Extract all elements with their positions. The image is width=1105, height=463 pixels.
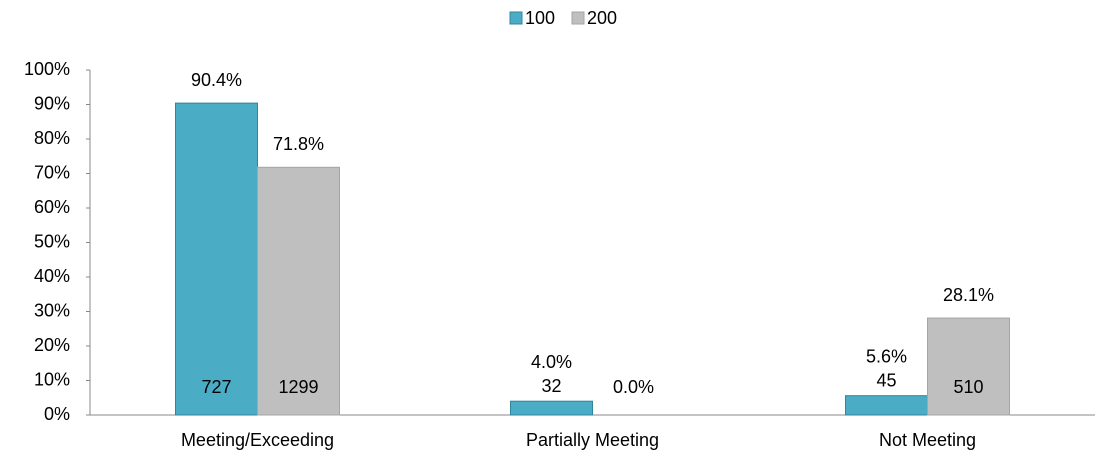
bar	[175, 102, 258, 416]
y-tick-label: 30%	[34, 300, 70, 320]
bar	[257, 166, 340, 416]
count-label: 32	[541, 376, 561, 396]
legend-swatch	[571, 11, 585, 25]
count-label: 510	[953, 377, 983, 397]
bar	[845, 395, 928, 416]
y-tick-label: 10%	[34, 369, 70, 389]
y-tick-label: 80%	[34, 128, 70, 148]
count-label: 727	[201, 377, 231, 397]
y-tick-label: 0%	[44, 404, 70, 424]
bar	[510, 400, 593, 416]
y-tick-label: 50%	[34, 231, 70, 251]
value-label: 4.0%	[531, 352, 572, 372]
legend-label: 100	[525, 8, 555, 28]
value-label: 90.4%	[191, 70, 242, 90]
y-tick-label: 100%	[24, 59, 70, 79]
x-tick-label: Meeting/Exceeding	[181, 430, 334, 450]
y-tick-label: 70%	[34, 162, 70, 182]
y-tick-label: 40%	[34, 266, 70, 286]
value-label: 0.0%	[613, 377, 654, 397]
value-label: 28.1%	[943, 285, 994, 305]
x-tick-label: Partially Meeting	[526, 430, 659, 450]
x-tick-label: Not Meeting	[879, 430, 976, 450]
value-label: 5.6%	[866, 346, 907, 366]
value-label: 71.8%	[273, 134, 324, 154]
count-label: 1299	[278, 377, 318, 397]
bar	[927, 317, 1010, 416]
legend-label: 200	[587, 8, 617, 28]
y-tick-label: 60%	[34, 197, 70, 217]
legend-swatch	[509, 11, 523, 25]
y-tick-label: 20%	[34, 335, 70, 355]
count-label: 45	[876, 370, 896, 390]
y-tick-label: 90%	[34, 93, 70, 113]
